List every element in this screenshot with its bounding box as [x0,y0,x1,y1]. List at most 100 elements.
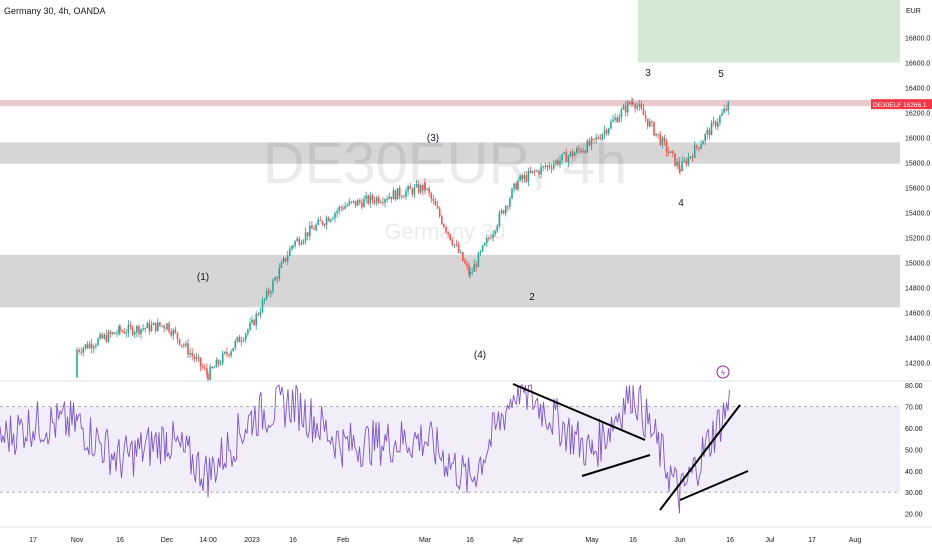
candle-body [265,290,268,299]
candle-body [286,255,289,262]
candle-body [123,331,125,334]
candle-body [665,141,668,152]
candle-body [280,262,283,268]
candle-body [689,156,692,158]
candle-body [390,196,393,200]
candle-body [230,351,232,356]
candle-body [511,188,513,199]
candle-body [259,311,262,315]
time-tick-label: 16 [726,537,734,544]
candle-body [561,153,563,161]
candle-body [191,352,193,356]
candle-body [133,332,136,335]
candle-body [359,200,361,203]
candle-body [488,238,490,240]
wave-label: (4) [474,350,486,361]
candle-body [725,108,727,111]
candle-body [595,137,597,140]
candle-body [215,360,218,368]
candle-body [663,137,666,142]
candle-body [582,150,584,153]
candle-body [82,348,85,353]
candle-body [226,351,228,355]
candle-body [119,326,121,332]
candle-body [687,157,690,165]
candle-body [261,300,264,312]
candle-body [430,193,433,199]
candle-body [247,329,249,334]
candle-body [618,117,621,123]
candle-body [257,313,260,315]
candle-body [207,374,209,380]
candle-body [649,121,651,127]
candle-body [284,258,287,262]
candle-body [219,363,222,365]
candle-body [407,186,409,192]
candle-body [136,326,138,333]
candle-body [382,202,384,204]
candle-body [103,334,106,339]
candle-body [88,343,91,349]
candle-body [573,152,576,156]
candle-body [434,200,437,206]
candle-body [131,326,134,335]
candle-body [76,349,78,378]
candle-body [84,344,87,349]
candle-body [356,200,359,206]
time-tick-label: 17 [29,537,37,544]
candle-body [176,332,179,340]
candle-body [593,138,595,140]
candle-body [334,213,336,219]
candle-body [620,109,623,118]
candle-body [513,183,515,189]
candle-body [540,167,542,175]
candle-body [702,141,704,145]
candle-body [157,322,159,331]
price-tick-label: 15400.0 [905,210,930,217]
candle-body [438,208,441,217]
candle-body [361,202,363,208]
price-tick-label: 16200.0 [905,110,930,117]
candle-body [249,322,251,330]
candle-body [626,101,629,113]
candle-body [667,151,670,153]
candle-body [369,195,372,204]
candle-body [698,147,700,149]
candle-body [217,360,220,365]
candle-body [578,148,580,150]
candle-body [187,343,189,355]
candle-body [723,108,725,113]
candle-body [330,219,332,222]
time-tick-label: May [585,537,599,544]
candle-body [710,122,713,136]
wave-label: 4 [678,198,684,209]
candle-body [646,118,649,127]
candle-body [336,210,338,214]
candle-body [608,128,610,134]
candle-body [365,195,367,200]
candle-body [712,121,715,123]
rsi-tick-label: 60.00 [905,426,923,433]
time-tick-label: Jun [674,537,685,544]
candle-body [276,277,278,279]
candle-body [197,357,200,359]
candle-body [475,264,478,268]
candle-body [384,199,386,203]
price-tick-label: 16800.0 [905,35,930,42]
wave-label: 5 [718,69,724,80]
price-axis-currency: EUR [906,8,921,15]
candle-body [464,261,466,264]
candle-body [245,333,247,340]
candle-body [557,160,559,165]
candle-body [428,188,430,194]
price-tick-label: 14800.0 [905,285,930,292]
trendline [512,383,646,441]
candle-body [483,242,486,246]
rsi-line [0,384,730,514]
candle-body [413,186,416,195]
candle-body [683,160,685,162]
last-price-label: 16266.1 [903,102,927,109]
candle-body [443,223,445,227]
candle-body [462,252,464,262]
